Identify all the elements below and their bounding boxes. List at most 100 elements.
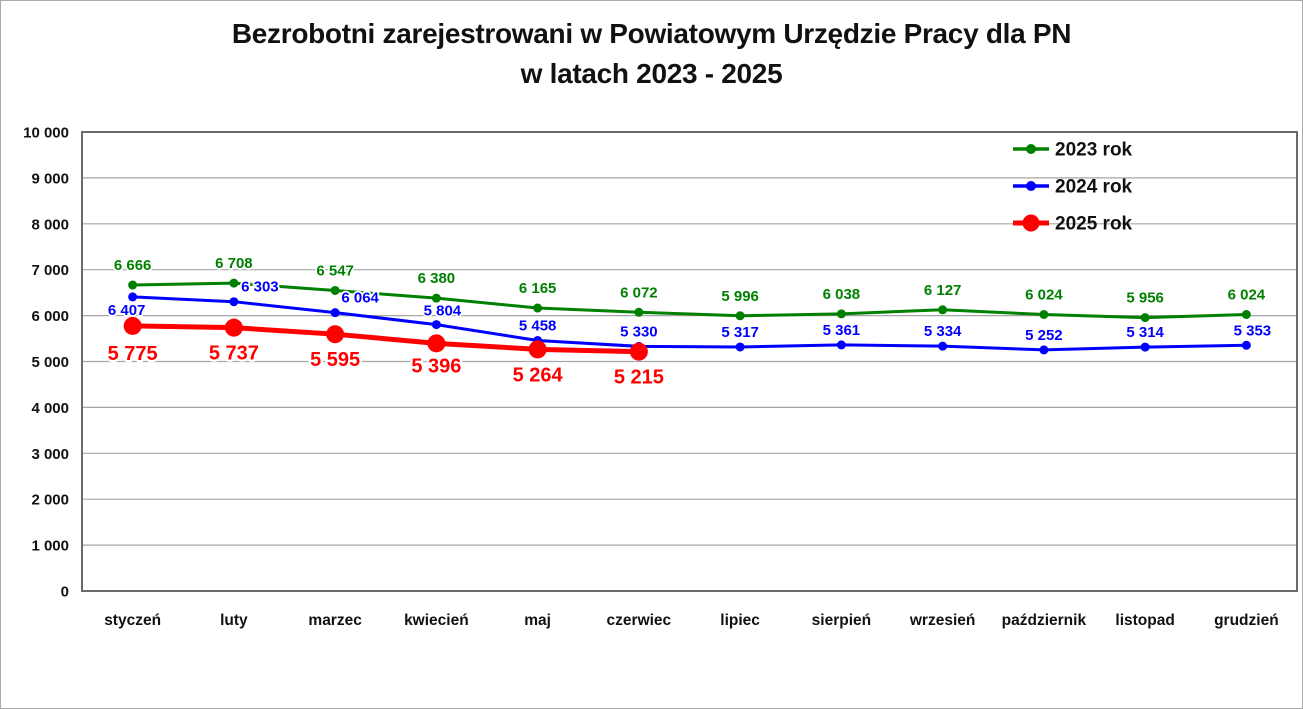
data-label: 6 666 [114, 257, 152, 274]
data-point-marker [1039, 345, 1049, 355]
series-2025-rok [123, 316, 648, 361]
series-2023-rok [128, 278, 1251, 323]
data-point-marker [528, 340, 547, 359]
data-point-marker [938, 305, 948, 315]
data-point-marker [1241, 309, 1251, 319]
data-label: 5 252 [1025, 327, 1063, 344]
data-point-marker [1140, 313, 1150, 323]
data-point-marker [938, 341, 948, 351]
data-point-marker [224, 318, 243, 337]
data-label: 6 165 [519, 280, 557, 297]
data-label: 6 127 [924, 282, 962, 299]
y-tick-label: 9 000 [31, 170, 69, 187]
data-label: 6 024 [1025, 286, 1063, 303]
data-label: 5 458 [519, 317, 557, 334]
y-tick-label: 5 000 [31, 354, 69, 371]
data-point-marker [634, 307, 644, 317]
data-label: 6 072 [620, 284, 658, 301]
data-labels-2024-rok: 6 407 6 303 6 064 5 804 5 458 5 330 5 317 5 361… [106, 277, 1273, 346]
legend-marker-icon [1022, 214, 1040, 232]
x-axis-label: styczeń [104, 612, 161, 629]
data-label: 6 708 [215, 255, 253, 272]
legend-marker-icon [1026, 181, 1036, 191]
data-label: 6 024 [1228, 286, 1266, 303]
data-label: 5 361 [823, 322, 861, 339]
series-2024-rok [128, 292, 1251, 355]
series-line [130, 323, 642, 355]
data-label: 5 330 [620, 323, 658, 340]
x-axis-label: wrzesień [909, 612, 975, 629]
y-tick-label: 6 000 [31, 308, 69, 325]
data-label: 5 396 [411, 355, 461, 377]
y-tick-label: 7 000 [31, 262, 69, 279]
x-axis-label: luty [220, 612, 248, 629]
data-label: 5 737 [209, 343, 259, 365]
data-point-marker [1140, 342, 1150, 352]
legend-marker-icon [1026, 144, 1036, 154]
data-point-marker [836, 309, 846, 319]
y-axis-labels: 0 1 000 2 000 3 000 4 000 5 000 6 000 7 000 8 00… [23, 125, 69, 601]
plot-border [81, 131, 1298, 592]
legend-label: 2023 rok [1055, 140, 1133, 161]
data-point-marker [229, 297, 239, 307]
data-label: 5 996 [721, 288, 759, 305]
series-line [131, 295, 1248, 352]
data-point-marker [123, 316, 142, 335]
y-tick-label: 4 000 [31, 400, 69, 417]
data-label: 6 064 [341, 290, 379, 307]
data-point-marker [533, 303, 543, 313]
data-point-marker [427, 334, 446, 353]
legend-label: 2024 rok [1055, 177, 1133, 198]
y-tick-label: 3 000 [31, 446, 69, 463]
x-axis-label: sierpień [812, 612, 871, 629]
data-label: 5 804 [424, 303, 462, 320]
data-label: 5 314 [1126, 324, 1164, 341]
data-point-marker [229, 278, 239, 288]
data-label: 6 038 [823, 286, 861, 303]
series-line [131, 281, 1248, 320]
x-axis-label: kwiecień [404, 612, 469, 629]
data-point-marker [128, 280, 138, 290]
x-axis-label: maj [524, 612, 551, 629]
x-axis-label: listopad [1115, 612, 1174, 629]
x-axis-labels: styczeń luty marzec kwiecień maj czerwiec lipi… [104, 612, 1278, 629]
chart-title: Bezrobotni zarejestrowani w Powiatowym U… [1, 1, 1302, 94]
data-point-marker [326, 325, 345, 344]
x-axis-label: grudzień [1214, 612, 1279, 629]
y-tick-label: 0 [61, 584, 69, 601]
chart-title-line1: Bezrobotni zarejestrowani w Powiatowym U… [231, 18, 1072, 49]
data-labels-2023-rok: 6 666 6 708 6 547 6 380 6 165 6 072 5 996 6 038… [112, 253, 1267, 308]
x-axis-label: październik [1002, 612, 1087, 629]
data-point-marker [735, 311, 745, 321]
data-point-marker [1039, 309, 1049, 319]
data-point-marker [629, 342, 648, 361]
data-label: 6 380 [418, 270, 456, 287]
legend: 2023 rok 2024 rok 2025 rok [1013, 140, 1133, 235]
legend-item-2023-rok: 2023 rok [1013, 140, 1133, 161]
y-tick-label: 8 000 [31, 216, 69, 233]
data-point-marker [330, 308, 340, 318]
data-label: 5 595 [310, 349, 360, 371]
data-point-marker [735, 342, 745, 352]
x-axis-label: marzec [308, 612, 362, 629]
data-label: 5 775 [108, 343, 158, 365]
data-point-marker [1241, 340, 1251, 350]
x-axis-label: czerwiec [607, 612, 672, 629]
data-label: 5 264 [513, 364, 564, 386]
data-point-marker [330, 285, 340, 295]
data-label: 5 317 [721, 324, 759, 341]
y-tick-label: 2 000 [31, 492, 69, 509]
data-point-marker [836, 340, 846, 350]
chart-title-line2: w latach 2023 - 2025 [520, 58, 783, 89]
data-label: 5 334 [924, 323, 962, 340]
x-axis-label: lipiec [720, 612, 760, 629]
y-tick-label: 10 000 [23, 125, 69, 142]
data-label: 6 547 [316, 262, 354, 279]
legend-item-2024-rok: 2024 rok [1013, 177, 1133, 198]
gridlines [82, 131, 1297, 592]
data-label: 5 956 [1126, 290, 1164, 307]
data-label: 5 353 [1234, 322, 1272, 339]
y-tick-label: 1 000 [31, 538, 69, 555]
